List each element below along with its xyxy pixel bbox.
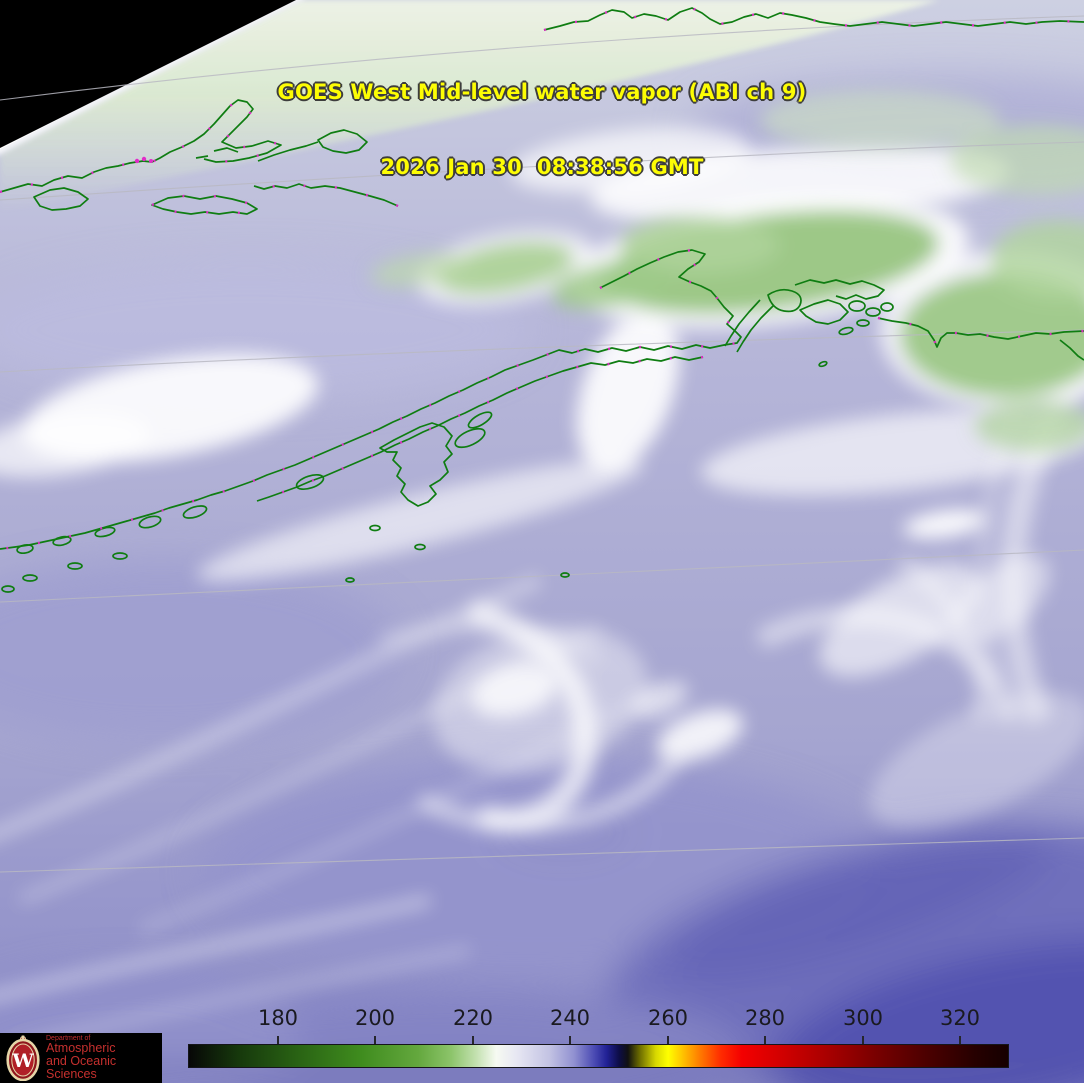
logo-name-line2: and Oceanic Sciences: [46, 1054, 117, 1082]
earth-limb: [0, 0, 940, 212]
title-line-datetime: 2026 Jan 30 08:38:56 GMT: [380, 155, 704, 179]
colorbar-label: 260: [647, 1006, 689, 1030]
colorbar-tick: [277, 1036, 279, 1044]
colorbar-tick: [959, 1036, 961, 1044]
colorbar-label: 320: [939, 1006, 981, 1030]
cloud-layer: [0, 127, 1084, 1054]
colorbar-label: 240: [549, 1006, 591, 1030]
image-title: GOES West Mid-level water vapor (ABI ch …: [0, 30, 1084, 230]
logo-dept-line: Department of: [46, 1034, 91, 1042]
colorbar-tick: [862, 1036, 864, 1044]
logo-text: Department of Atmospheric and Oceanic Sc…: [46, 1035, 162, 1081]
colorbar-label: 300: [842, 1006, 884, 1030]
logo-name-line1: Atmospheric: [46, 1041, 116, 1056]
dry-air-green-layer: [370, 90, 1084, 451]
colorbar-label: 280: [744, 1006, 786, 1030]
colorbar-gradient: [188, 1044, 1009, 1068]
colorbar-tick: [569, 1036, 571, 1044]
uw-crest-icon: W: [6, 1035, 40, 1081]
colorbar-tick: [374, 1036, 376, 1044]
colorbar-tick: [764, 1036, 766, 1044]
aos-logo: W Department of Atmospheric and Oceanic …: [0, 1033, 162, 1083]
colorbar-label: 200: [354, 1006, 396, 1030]
title-line-product: GOES West Mid-level water vapor (ABI ch …: [277, 80, 807, 104]
station-dots: [134, 156, 153, 164]
colorbar-label: 220: [452, 1006, 494, 1030]
colorbar-tick: [667, 1036, 669, 1044]
colorbar-label: 180: [257, 1006, 299, 1030]
colorbar-tick: [472, 1036, 474, 1044]
uw-monogram: W: [11, 1050, 34, 1072]
coastlines-layer: [0, 7, 1084, 593]
